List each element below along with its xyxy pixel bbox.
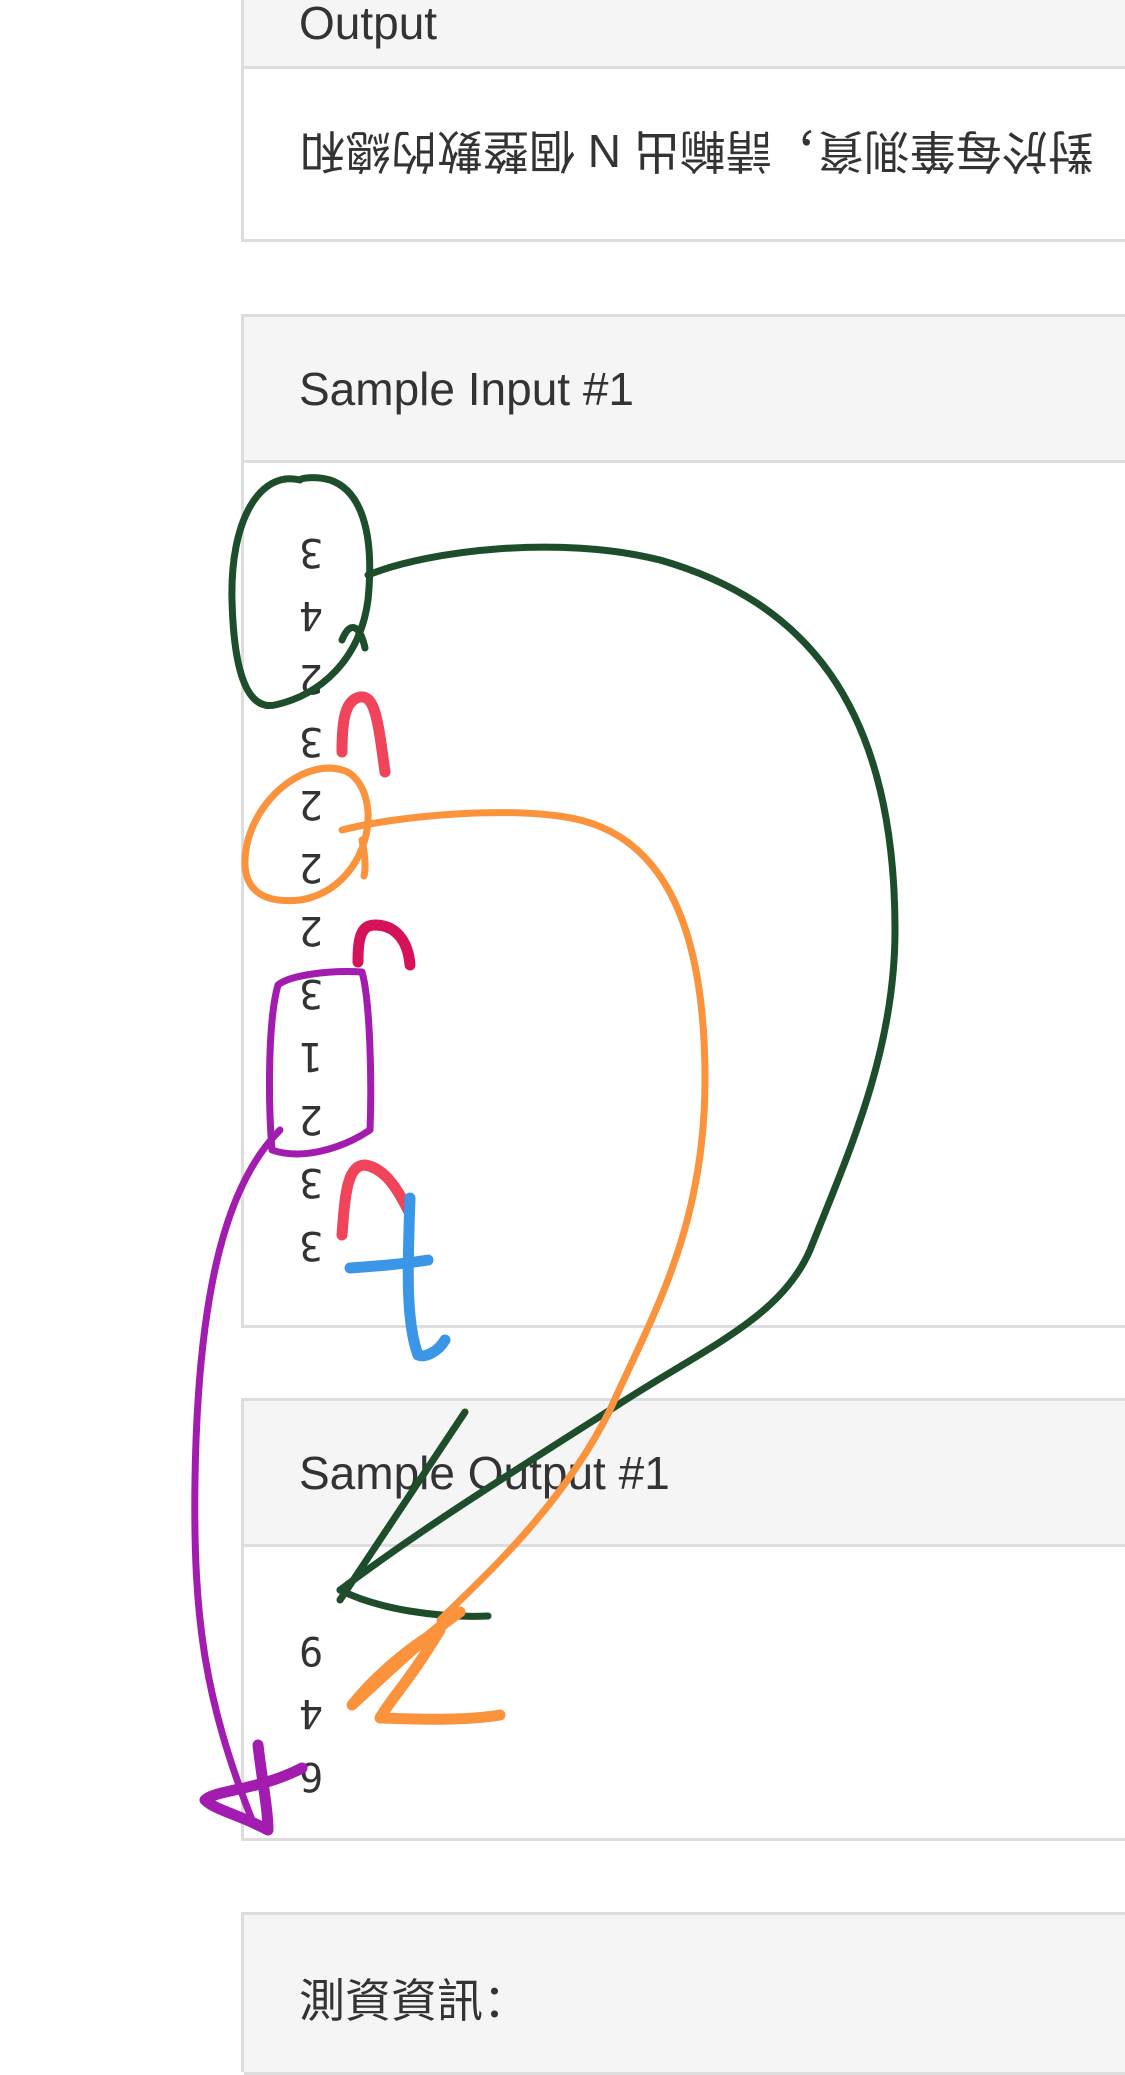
sample-input-line-value: 3 xyxy=(299,718,324,764)
sample-input-line-value: 3 xyxy=(299,529,324,575)
sample-input-line-value: 2 xyxy=(299,907,324,953)
sample-input-line-value: 3 xyxy=(299,1159,324,1205)
sample-input-line: 3 xyxy=(299,1150,1125,1213)
sample-input-line: 2 xyxy=(299,898,1125,961)
sample-output-heading-text: Sample Output #1 xyxy=(299,1446,670,1499)
sample-output-body: 9 4 6 xyxy=(244,1547,1125,1807)
sample-input-body: 3 4 2 3 2 2 2 3 1 2 3 3 xyxy=(244,463,1125,1276)
sample-input-line: 3 xyxy=(299,520,1125,583)
sample-output-line: 9 xyxy=(299,1618,1125,1681)
output-heading-text: Output xyxy=(299,0,438,49)
sample-output-line-value: 6 xyxy=(299,1753,324,1799)
sample-input-line: 2 xyxy=(299,646,1125,709)
sample-input-line-value: 2 xyxy=(299,655,324,701)
sample-output-line: 6 xyxy=(299,1744,1125,1807)
sample-output-line-value: 9 xyxy=(299,1627,324,1673)
sample-input-line: 2 xyxy=(299,772,1125,835)
info-panel-heading: 測資資訊： xyxy=(244,1915,1125,2075)
sample-input-line-value: 2 xyxy=(299,781,324,827)
sample-output-heading: Sample Output #1 xyxy=(244,1401,1125,1547)
sample-input-panel: Sample Input #1 3 4 2 3 2 2 2 3 1 2 3 3 xyxy=(241,314,1125,1328)
sample-output-line: 4 xyxy=(299,1681,1125,1744)
sample-input-line: 1 xyxy=(299,1024,1125,1087)
sample-input-line-value: 1 xyxy=(299,1033,324,1079)
sample-input-line-value: 2 xyxy=(299,844,324,890)
output-description: 對於每筆測資，請輸出 N 個整數的總和 xyxy=(299,125,1094,177)
info-heading-text: 測資資訊： xyxy=(299,1975,529,2027)
sample-output-line-value: 4 xyxy=(299,1690,324,1736)
sample-input-heading: Sample Input #1 xyxy=(244,317,1125,463)
sample-input-line: 4 xyxy=(299,583,1125,646)
sample-input-line: 3 xyxy=(299,1213,1125,1276)
sample-input-line: 3 xyxy=(299,961,1125,1024)
sample-input-line-value: 3 xyxy=(299,970,324,1016)
output-panel-heading: Output xyxy=(244,0,1125,69)
info-panel: 測資資訊： xyxy=(241,1912,1125,2075)
sample-input-line: 2 xyxy=(299,835,1125,898)
output-panel: Output 對於每筆測資，請輸出 N 個整數的總和 xyxy=(241,0,1125,242)
sample-input-heading-text: Sample Input #1 xyxy=(299,362,635,415)
sample-output-panel: Sample Output #1 9 4 6 xyxy=(241,1398,1125,1841)
sample-input-line-value: 2 xyxy=(299,1096,324,1142)
sample-input-line: 3 xyxy=(299,709,1125,772)
sample-input-line-value: 3 xyxy=(299,1222,324,1268)
sample-input-line: 2 xyxy=(299,1087,1125,1150)
output-panel-body: 對於每筆測資，請輸出 N 個整數的總和 xyxy=(244,69,1125,239)
sample-input-line-value: 4 xyxy=(299,592,324,638)
